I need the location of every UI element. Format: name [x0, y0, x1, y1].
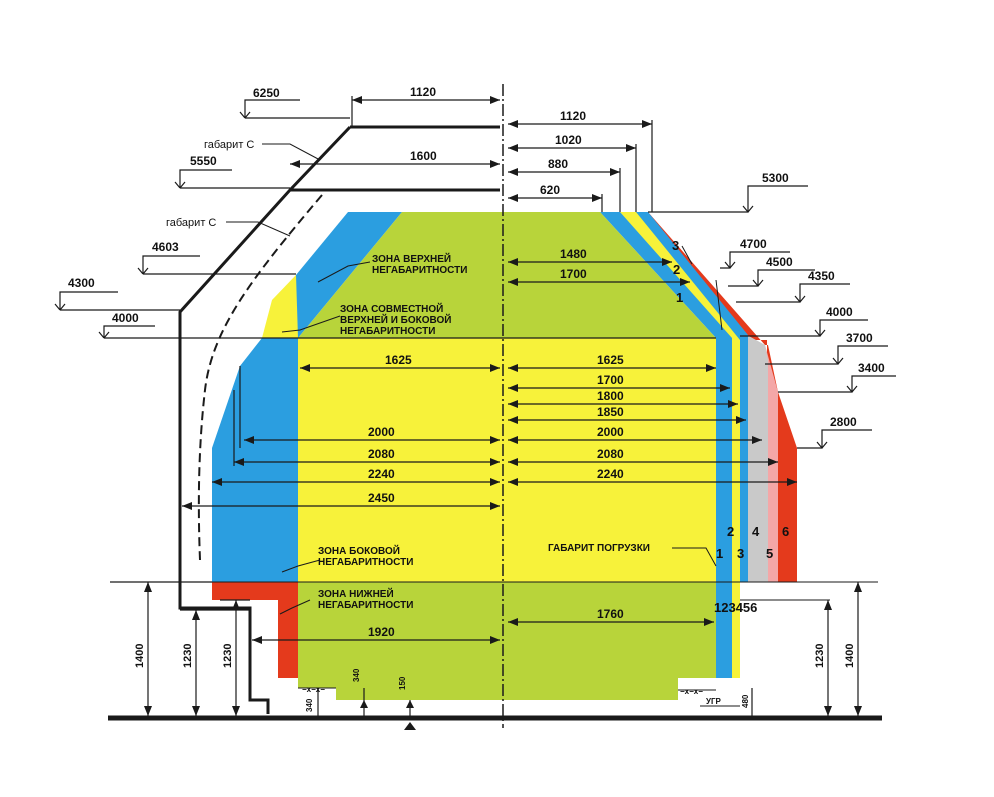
zone-upper-label-2: НЕГАБАРИТНОСТИ	[372, 265, 467, 276]
lower-zone-red-left	[212, 582, 298, 678]
vdim-1230-right: 1230	[814, 644, 826, 668]
degree-side-6: 6	[782, 524, 789, 539]
side-zone-blue-left	[212, 338, 298, 582]
width-2000-right: 2000	[597, 425, 624, 439]
width-2080-left: 2080	[368, 447, 395, 461]
height-3400: 3400	[858, 361, 885, 375]
width-1800-right: 1800	[597, 389, 624, 403]
height-4350: 4350	[808, 269, 835, 283]
width-1120-top-left: 1120	[410, 85, 436, 99]
zone-joint-label-2: ВЕРХНЕЙ И БОКОВОЙ	[340, 313, 451, 326]
degree-upper-1: 1	[676, 290, 683, 305]
width-1700-top: 1700	[560, 267, 587, 281]
joint-zone-yellow-left	[262, 275, 298, 338]
loading-gauge-green-lower	[298, 582, 716, 700]
ground-arrow	[404, 722, 416, 730]
gauge-zone-3-blue	[628, 212, 748, 582]
zone-side-label-2: НЕГАБАРИТНОСТИ	[318, 557, 413, 568]
gabarit-c-dashed	[197, 194, 323, 561]
width-1850-right: 1850	[597, 405, 624, 419]
degree-side-5: 5	[766, 546, 773, 561]
zone-joint-label-3: НЕГАБАРИТНОСТИ	[340, 326, 435, 337]
vertical-dim-lines	[110, 581, 859, 716]
width-2000-left: 2000	[368, 425, 395, 439]
vdim-340-a: 340	[305, 698, 314, 712]
zone-lower-label-2: НЕГАБАРИТНОСТИ	[318, 600, 413, 611]
height-3700: 3700	[846, 331, 873, 345]
xx-marker-right: −x−x−	[680, 687, 703, 696]
degree-upper-3: 3	[672, 238, 679, 253]
gabarit-c-outline-left	[178, 125, 352, 714]
width-880: 880	[548, 157, 568, 171]
height-2800: 2800	[830, 415, 857, 429]
height-5300: 5300	[762, 171, 789, 185]
gabarit-c-label-1: габарит С	[204, 139, 254, 151]
gabarit-c-label-2: габарит С	[166, 217, 216, 229]
degree-side-2: 2	[727, 524, 734, 539]
width-1480: 1480	[560, 247, 587, 261]
width-2080-right: 2080	[597, 447, 624, 461]
vdim-480: 480	[741, 694, 750, 708]
zone-lower-label-1: ЗОНА НИЖНЕЙ	[318, 587, 394, 600]
gauge-zone-6-red	[625, 212, 797, 582]
vdim-1230-left-a: 1230	[182, 644, 194, 668]
width-1120-top-right: 1120	[560, 109, 586, 123]
width-1020: 1020	[555, 133, 582, 147]
height-4700: 4700	[740, 237, 767, 251]
height-markers-right	[648, 185, 896, 449]
dimension-arrowheads	[182, 96, 797, 644]
degree-side-4: 4	[752, 524, 760, 539]
vdim-150: 150	[398, 676, 407, 690]
upper-zone-blue-left	[296, 212, 402, 338]
height-4603: 4603	[152, 240, 179, 254]
height-4000-right: 4000	[826, 305, 853, 319]
height-4000-left: 4000	[112, 311, 139, 325]
height-4500: 4500	[766, 255, 793, 269]
width-2240-left: 2240	[368, 467, 395, 481]
width-1625-left: 1625	[385, 353, 412, 367]
width-1700-right: 1700	[597, 373, 624, 387]
degree-upper-2: 2	[673, 262, 680, 277]
degree-side-1: 1	[716, 546, 723, 561]
width-1760-right: 1760	[597, 607, 624, 621]
height-5550: 5550	[190, 154, 217, 168]
width-2240-right: 2240	[597, 467, 624, 481]
height-markers-left	[54, 99, 716, 339]
gauge-zone-4-gray	[636, 212, 768, 582]
zone-joint-label-1: ЗОНА СОВМЕСТНОЙ	[340, 302, 443, 315]
vertical-dim-arrows	[144, 582, 862, 716]
vdim-340-b: 340	[352, 668, 361, 682]
xx-marker-left: −x−x−	[302, 685, 325, 694]
loading-gauge-green-upper	[298, 212, 716, 338]
degree-side-3: 3	[737, 546, 744, 561]
width-1600-top-left: 1600	[410, 149, 437, 163]
degree-row-123456: 123456	[714, 600, 757, 615]
width-620: 620	[540, 183, 560, 197]
vdim-1400-right: 1400	[844, 644, 856, 668]
loading-gauge-label: ГАБАРИТ ПОГРУЗКИ	[548, 543, 650, 554]
loading-gauge-yellow	[298, 338, 716, 582]
width-dimension-lines	[182, 96, 797, 641]
gabarit-c-leaders	[226, 143, 321, 237]
width-1625-right: 1625	[597, 353, 624, 367]
zone-side-label-1: ЗОНА БОКОВОЙ	[318, 544, 400, 557]
zone-upper-label-1: ЗОНА ВЕРХНЕЙ	[372, 252, 451, 265]
width-1920-left: 1920	[368, 625, 395, 639]
vdim-1400-left: 1400	[134, 644, 146, 668]
vdim-1230-left-b: 1230	[222, 644, 234, 668]
gauge-zone-1-blue	[600, 212, 732, 678]
ugr-label: УГР	[706, 697, 722, 706]
height-6250: 6250	[253, 86, 280, 100]
zone-leaders	[279, 261, 717, 615]
height-4300: 4300	[68, 276, 95, 290]
width-2450-left: 2450	[368, 491, 395, 505]
